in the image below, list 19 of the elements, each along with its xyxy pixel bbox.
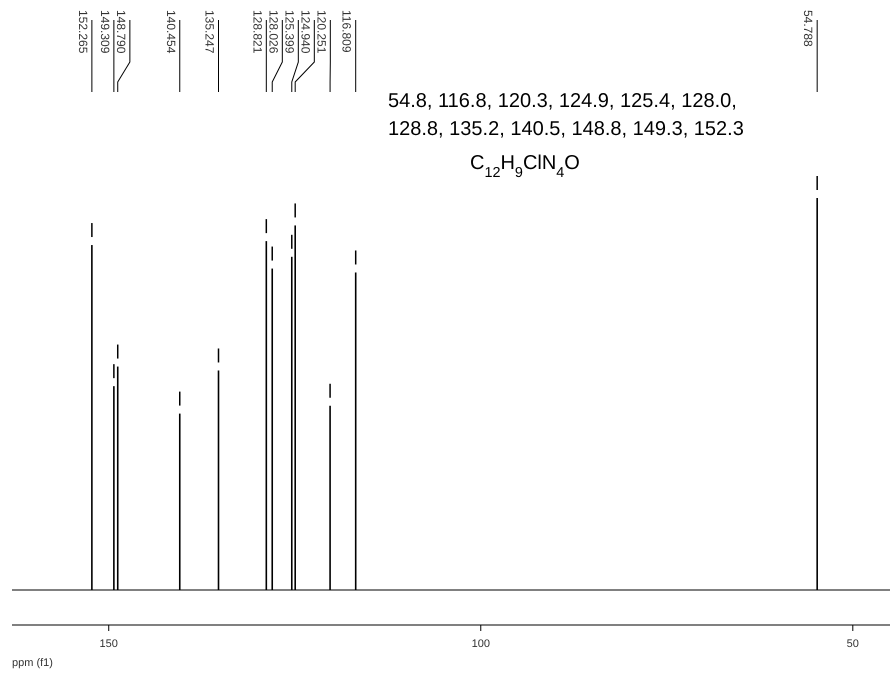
text: 120.251 (314, 10, 328, 54)
text: 148.790 (114, 10, 128, 54)
text: 116.809 (340, 10, 354, 53)
x-tick-label: 50 (846, 638, 859, 650)
text: 128.821 (250, 10, 264, 54)
text: 54.788 (801, 10, 816, 48)
x-axis-title: ppm (f1) (12, 657, 53, 669)
text: 125.399 (282, 10, 296, 54)
x-tick-label: 100 (472, 638, 490, 650)
text: 135.247 (202, 10, 216, 54)
text: 149.309 (98, 10, 112, 54)
text: 128.026 (266, 10, 280, 54)
text: 140.454 (164, 10, 178, 54)
text: 128.8, 135.2, 140.5, 148.8, 149.3, 152.3 (388, 118, 744, 140)
text: 54.8, 116.8, 120.3, 124.9, 125.4, 128.0, (388, 90, 737, 112)
text: 152.265 (76, 10, 90, 54)
x-tick-label: 150 (100, 638, 118, 650)
text: C$_{12}$H$_{9}$ClN$_{4}$O (470, 152, 580, 181)
text: 124.940 (298, 10, 312, 54)
